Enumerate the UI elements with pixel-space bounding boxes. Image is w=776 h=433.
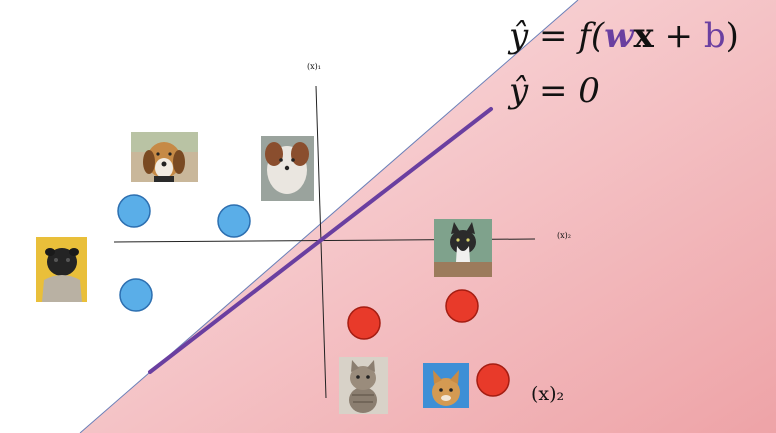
function-close: ) bbox=[725, 16, 739, 56]
decision-function-equation: ŷ = f(wx + b) bbox=[509, 16, 739, 56]
pug-dog-photo bbox=[36, 237, 87, 302]
vertical-axis-label: (x)₁ bbox=[307, 62, 321, 71]
function-open: f( bbox=[578, 16, 605, 56]
bias-symbol: b bbox=[703, 16, 726, 56]
dog-marker bbox=[117, 194, 151, 228]
weight-symbol: w bbox=[604, 16, 634, 56]
dog-marker bbox=[119, 278, 153, 312]
tabby-kitten-photo bbox=[339, 357, 388, 414]
cat-marker bbox=[476, 363, 510, 397]
dog-marker bbox=[217, 204, 251, 238]
orange-kitten-photo bbox=[423, 363, 469, 408]
positive-class-region bbox=[80, 0, 776, 433]
equals-sign: = bbox=[528, 16, 579, 56]
plus-sign: + bbox=[653, 16, 704, 56]
beagle-dog-photo bbox=[131, 132, 198, 182]
boundary-equation: ŷ = 0 bbox=[509, 71, 600, 111]
cat-marker bbox=[347, 306, 381, 340]
cat-marker bbox=[445, 289, 479, 323]
feature-x2-label: (x)₂ bbox=[531, 383, 565, 405]
y-hat-symbol: ŷ bbox=[509, 16, 529, 56]
sitting-cat-photo bbox=[434, 219, 492, 277]
papillon-dog-photo bbox=[261, 136, 314, 201]
decision-boundary-line bbox=[148, 107, 493, 374]
input-vector-symbol: x bbox=[633, 16, 654, 56]
horizontal-axis-label: (x)₂ bbox=[557, 231, 571, 240]
